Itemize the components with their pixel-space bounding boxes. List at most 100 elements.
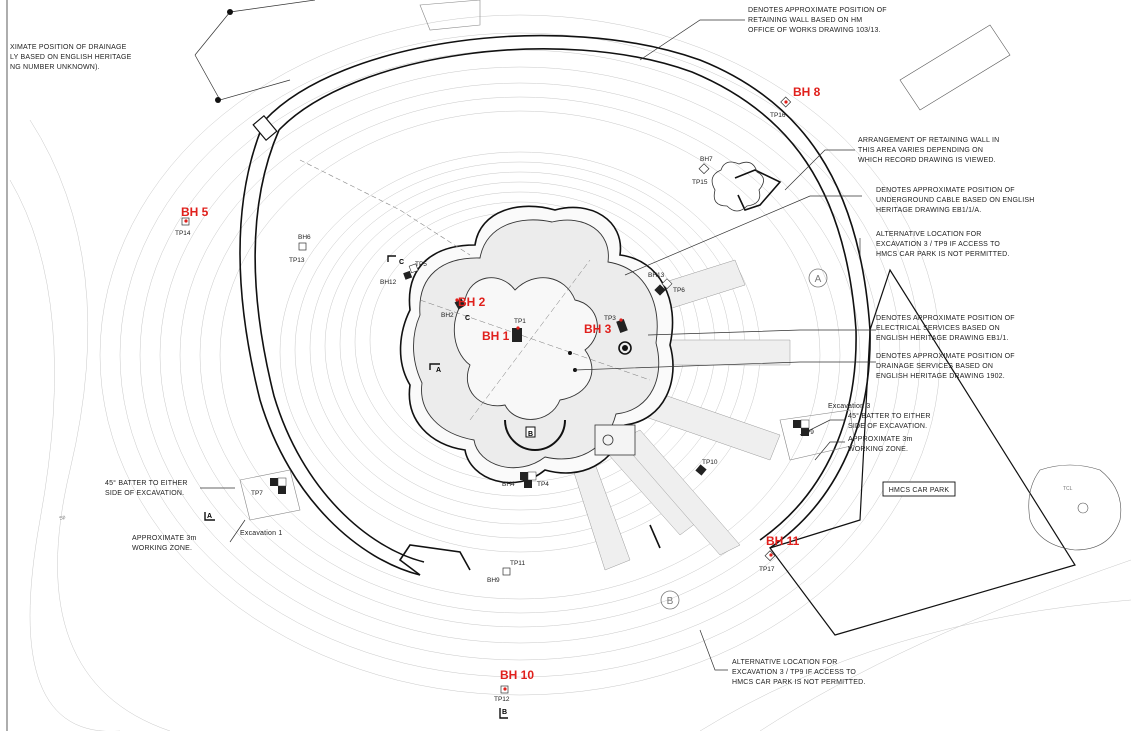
cable-line [299,159,471,256]
point-label-tp5: TP5 [415,261,427,268]
point-label-tp10: TP10 [702,459,718,466]
tp-symbol [403,263,419,280]
point-label-bh13: BH13 [648,272,665,279]
note-cable-line-2: UNDERGROUND CABLE BASED ON ENGLISH [876,197,1035,204]
bh-symbol [780,96,792,108]
section-marker-a-left: A [429,363,441,374]
zone-marker-a: A [808,268,828,288]
test-point-labels: TP16 BH7 TP15 TP14 BH6 TP13 TP5 BH12 BH2… [175,112,814,703]
bh-symbol [181,217,190,226]
point-label-tp13: TP13 [289,257,305,264]
tp-symbol [520,471,537,488]
note-arrangement-line-2: THIS AREA VARIES DEPENDING ON [858,147,983,154]
point-label-tp11: TP11 [510,560,525,567]
borehole-label-bh3: BH 3 [584,322,612,336]
borehole-label-bh11: BH 11 [766,534,800,548]
point-label-tp7: TP7 [251,490,263,497]
borehole-label-bh5: BH 5 [181,205,209,219]
note-drainage-left-line-3: NG NUMBER UNKNOWN). [10,64,100,71]
note-cable-line-1: DENOTES APPROXIMATE POSITION OF [876,187,1015,194]
note-batter-right-line-2: SIDE OF EXCAVATION. [848,423,927,430]
annotation-notes: XIMATE POSITION OF DRAINAGE LY BASED ON … [10,7,1035,686]
note-leaders [200,19,876,671]
bh-symbol [500,685,509,694]
tp-symbol [616,318,628,334]
note-alt-top-line-2: EXCAVATION 3 / TP9 IF ACCESS TO [876,241,1000,248]
car-park-label: HMCS CAR PARK [882,481,956,497]
note-excavation-3: Excavation 3 [828,403,870,410]
note-drainage-services-line-2: DRAINAGE SERVICES BASED ON [876,363,993,370]
note-zone-left-line-1: APPROXIMATE 3m [132,535,197,542]
borehole-labels: BH 8 BH 5 BH 2 BH 1 BH 3 BH 11 BH 10 [181,85,821,682]
zone-label-b: B [667,596,674,607]
note-zone-left-line-2: WORKING ZONE. [132,545,192,552]
tp-symbol [512,326,522,342]
retaining-wall [239,34,871,576]
car-park-boundary [769,268,1076,636]
note-alt-top-line-1: ALTERNATIVE LOCATION FOR [876,231,982,238]
note-excavation-1: Excavation 1 [240,530,282,537]
note-zone-right-line-1: APPROXIMATE 3m [848,436,913,443]
tp-symbol [454,298,466,310]
section-label-b-bottom: B [502,709,507,716]
borehole-label-bh8: BH 8 [793,85,821,99]
section-marker-c-top: C [387,255,404,266]
point-label-tp4: TP4 [537,481,549,488]
point-label-tp12: TP12 [494,696,510,703]
point-label-tp1: TP1 [514,318,526,325]
tp-symbol [695,464,707,476]
note-alt-bottom-line-1: ALTERNATIVE LOCATION FOR [732,659,838,666]
section-label-a-left: A [436,367,441,374]
misc-labels: Sp TCL [59,486,1073,522]
note-retaining-wall-line-2: RETAINING WALL BASED ON HM [748,17,862,24]
note-arrangement-line-1: ARRANGEMENT OF RETAINING WALL IN [858,137,999,144]
point-label-tp3: TP3 [604,315,616,322]
tree-icon [711,161,764,212]
note-retaining-wall-line-3: OFFICE OF WORKS DRAWING 103/13. [748,27,881,34]
bh-symbol [764,550,776,562]
central-fortress [399,205,674,484]
bh-symbol [502,567,511,576]
section-marker-a-bottom: A [204,512,215,521]
note-drainage-left-line-1: XIMATE POSITION OF DRAINAGE [10,44,127,51]
note-drainage-services-line-3: ENGLISH HERITAGE DRAWING 1902. [876,373,1005,380]
point-label-bh9: BH9 [487,577,500,584]
point-label-bh12: BH12 [380,279,397,286]
section-label-a-bottom: A [207,513,212,520]
point-label-tp9: TP9 [802,429,814,436]
note-drainage-left-line-2: LY BASED ON ENGLISH HERITAGE [10,54,132,61]
point-label-bh6: BH6 [298,234,311,241]
borehole-label-bh1: BH 1 [482,329,510,343]
point-label-tp6: TP6 [673,287,685,294]
point-label-bh4: BH4 [502,481,515,488]
zone-marker-b: B [660,590,680,610]
section-marker-b-bottom: B [499,708,508,719]
test-point-symbols [181,96,810,694]
note-batter-left-line-2: SIDE OF EXCAVATION. [105,490,184,497]
tp-symbol [793,419,810,436]
bh-symbol [698,163,710,175]
section-marker-c-mid: C [465,315,470,322]
tp-symbol [654,278,673,296]
borehole-label-bh2: BH 2 [458,295,486,309]
section-label-c-mid: C [465,315,470,322]
point-label-bh7: BH7 [700,156,713,163]
section-label-c-top: C [399,259,404,266]
spot-height-label: Sp [59,514,67,522]
note-electrical-line-1: DENOTES APPROXIMATE POSITION OF [876,315,1015,322]
note-batter-left-line-1: 45° BATTER TO EITHER [105,479,188,487]
bh-symbol [298,242,307,251]
section-marker-b-center: B [525,426,536,438]
note-cable-line-3: HERITAGE DRAWING EB1/1/A. [876,207,981,214]
note-drainage-services-line-1: DENOTES APPROXIMATE POSITION OF [876,353,1015,360]
point-label-tp15: TP15 [692,179,708,186]
note-electrical-line-2: ELECTRICAL SERVICES BASED ON [876,325,1000,332]
point-label-tp16: TP16 [770,112,786,119]
note-batter-right-line-1: 45° BATTER TO EITHER [848,412,931,420]
point-label-tp17: TP17 [759,566,775,573]
note-alt-top-line-3: HMCS CAR PARK IS NOT PERMITTED. [876,251,1010,258]
point-label-bh2: BH2 [441,312,454,319]
section-label-b-center: B [528,431,533,438]
building-outline-top-right [899,24,1011,111]
